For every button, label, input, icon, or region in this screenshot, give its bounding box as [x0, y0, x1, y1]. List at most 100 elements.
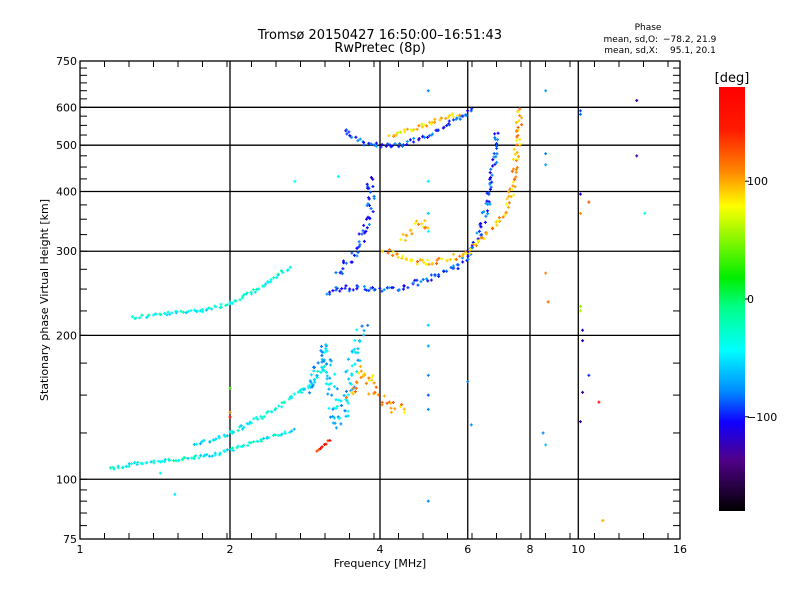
data-point	[506, 205, 510, 209]
data-point	[359, 376, 363, 380]
data-point	[158, 312, 162, 316]
data-point	[324, 349, 328, 353]
data-point	[491, 164, 495, 168]
data-point	[312, 369, 316, 373]
data-point	[362, 333, 366, 337]
data-point	[319, 349, 323, 353]
x-tick-label: 6	[464, 543, 471, 556]
data-point	[324, 370, 328, 374]
data-point	[435, 258, 439, 262]
data-point	[340, 404, 344, 408]
data-point	[346, 393, 350, 397]
data-point	[413, 222, 417, 226]
data-point	[249, 290, 253, 294]
data-point	[544, 89, 548, 93]
data-point	[196, 309, 200, 313]
data-point	[461, 114, 465, 118]
data-point	[428, 120, 432, 124]
data-point	[397, 288, 401, 292]
data-point	[343, 286, 347, 290]
data-point	[353, 338, 357, 342]
data-point	[369, 175, 373, 179]
data-point	[512, 177, 516, 181]
data-point	[446, 115, 450, 119]
data-point	[367, 376, 371, 380]
data-point	[287, 397, 291, 401]
data-point	[311, 383, 315, 387]
data-point	[116, 464, 120, 468]
data-point	[329, 359, 333, 363]
data-point	[351, 288, 355, 292]
data-point	[578, 192, 582, 196]
data-point	[448, 123, 452, 127]
data-point	[452, 118, 456, 122]
data-point	[494, 155, 498, 159]
data-point	[488, 182, 492, 186]
data-point	[514, 138, 518, 142]
data-point	[439, 116, 443, 120]
data-point	[358, 340, 362, 344]
data-point	[240, 296, 244, 300]
data-point	[362, 141, 366, 145]
data-point	[448, 113, 452, 117]
data-point	[412, 136, 416, 140]
data-point	[195, 442, 198, 446]
data-point	[124, 464, 128, 468]
data-point	[366, 215, 370, 219]
data-point	[343, 409, 347, 413]
data-point	[344, 284, 348, 288]
data-point	[496, 138, 500, 142]
data-point	[490, 173, 494, 177]
data-point	[493, 136, 497, 140]
data-point	[262, 284, 266, 288]
data-point	[354, 135, 358, 139]
data-point	[242, 425, 246, 429]
data-point	[288, 430, 292, 434]
data-point	[133, 460, 137, 464]
data-point	[312, 378, 316, 382]
data-point	[367, 289, 371, 293]
data-point	[231, 446, 235, 450]
annotation-o-values: −78.2, 21.9	[663, 35, 717, 45]
data-point	[320, 365, 324, 369]
data-point	[400, 256, 404, 260]
data-point	[517, 119, 521, 123]
data-point	[438, 118, 442, 122]
data-point	[353, 362, 357, 366]
data-point	[208, 454, 211, 458]
data-point	[401, 287, 405, 291]
data-point	[325, 292, 329, 296]
data-point	[202, 438, 206, 442]
data-point	[544, 443, 548, 447]
data-point	[430, 133, 434, 137]
y-axis: 75 100 200 300 400 500 600 750	[56, 55, 680, 546]
data-point	[324, 442, 328, 446]
data-point	[503, 213, 507, 217]
data-point	[266, 280, 270, 284]
data-point	[292, 427, 296, 431]
data-point	[368, 217, 372, 221]
data-point	[286, 268, 290, 272]
data-point	[203, 453, 207, 457]
data-point	[497, 219, 501, 223]
data-point	[412, 128, 416, 132]
data-point	[361, 229, 365, 233]
data-point	[401, 232, 405, 236]
data-point	[348, 134, 352, 138]
data-point	[515, 129, 519, 133]
data-point	[474, 244, 478, 248]
data-point	[350, 372, 354, 376]
data-point	[355, 380, 359, 384]
annotation-o-label: mean, sd,O:	[604, 35, 658, 45]
data-point	[223, 449, 227, 453]
colorbar-tick-label: 100	[747, 175, 768, 188]
data-point	[510, 169, 514, 173]
data-point	[249, 441, 253, 445]
data-point	[308, 391, 312, 395]
data-point	[424, 263, 428, 267]
data-point	[289, 394, 293, 398]
data-point	[429, 122, 433, 126]
data-point	[430, 261, 434, 265]
chart-title: Tromsø 20150427 16:50:00–16:51:43	[257, 28, 502, 43]
data-point	[386, 142, 390, 146]
